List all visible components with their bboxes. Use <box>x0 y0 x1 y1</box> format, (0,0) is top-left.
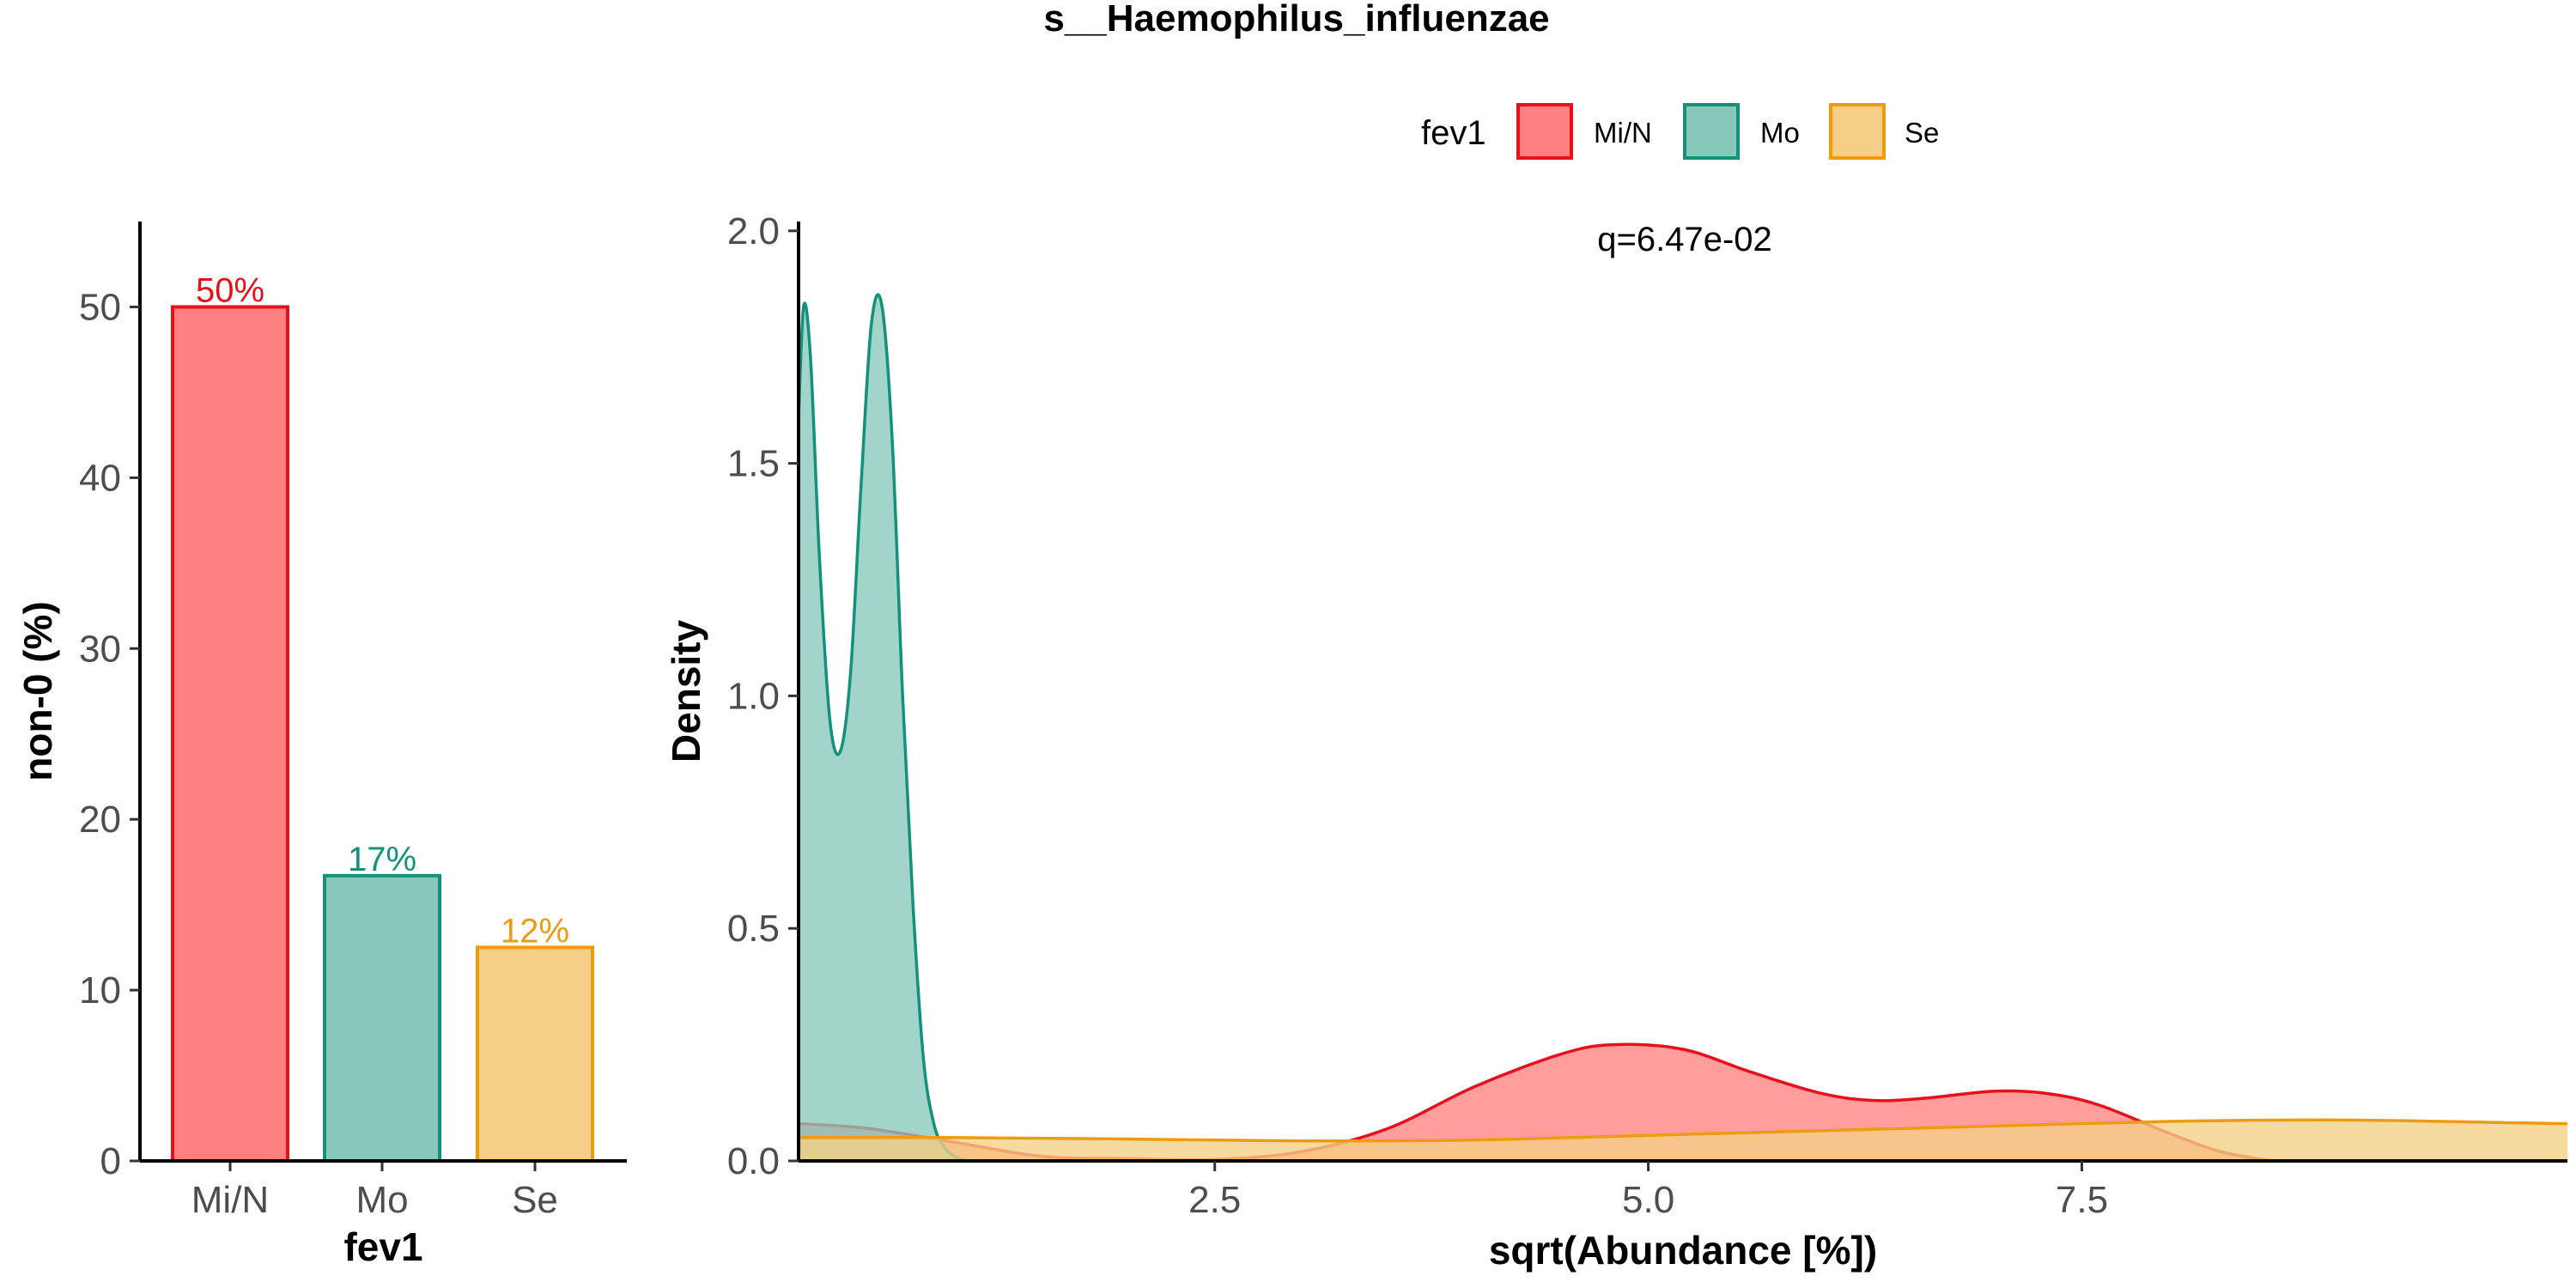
bar-se <box>476 945 594 1163</box>
legend-label-se: Se <box>1905 117 1939 149</box>
legend: fev1 Mi/N Mo Se <box>1421 103 1939 160</box>
y-tick-label: 1.0 <box>727 675 780 717</box>
legend-swatch-se <box>1829 103 1886 160</box>
x-tick-label: 5.0 <box>1622 1179 1674 1221</box>
y-tick-label: 1.5 <box>727 443 780 485</box>
bar-data-label: 50% <box>196 271 264 309</box>
x-axis-title: fev1 <box>343 1224 422 1269</box>
x-tick-label: Mo <box>355 1179 408 1221</box>
legend-label-min: Mi/N <box>1594 117 1652 149</box>
y-tick-label: 0.5 <box>727 908 780 950</box>
bar-mo <box>323 873 441 1163</box>
density-line-se <box>799 1118 2567 1143</box>
y-tick-label: 20 <box>79 799 121 841</box>
density-area-se <box>799 1120 2567 1161</box>
x-axis-title: sqrt(Abundance [%]) <box>1489 1228 1877 1273</box>
y-tick-label: 10 <box>79 969 121 1012</box>
y-tick-label: 40 <box>79 457 121 499</box>
y-tick-label: 0.0 <box>727 1140 780 1182</box>
legend-title: fev1 <box>1421 114 1486 152</box>
y-axis-title: non-0 (%) <box>15 601 60 781</box>
q-value-annotation: q=6.47e-02 <box>1597 221 1772 258</box>
legend-label-mo: Mo <box>1760 117 1800 149</box>
y-tick-label: 50 <box>79 286 121 328</box>
density-area-mo <box>799 295 990 1161</box>
bar-min <box>171 305 289 1163</box>
x-tick-label: 7.5 <box>2056 1179 2108 1221</box>
density-areas <box>799 293 2567 1161</box>
legend-swatch-mo <box>1683 103 1740 160</box>
density-line-mo <box>799 293 990 1161</box>
density-chart-panel: 0.0 0.5 1.0 1.5 2.0 2.5 5.0 7.5 q=6.47e-02 sqrt(A… <box>664 210 2567 1273</box>
y-tick-label: 30 <box>79 628 121 670</box>
x-tick-label: Mi/N <box>191 1179 269 1221</box>
y-axis-title: Density <box>664 620 708 763</box>
bar-data-label: 17% <box>348 841 416 878</box>
y-tick-label: 0 <box>100 1140 121 1182</box>
chart-title: s__Haemophilus_influenzae <box>1043 0 1549 39</box>
x-tick-label: 2.5 <box>1188 1179 1241 1221</box>
y-tick-label: 2.0 <box>727 210 780 252</box>
x-tick-label: Se <box>512 1179 558 1221</box>
legend-swatch-min <box>1516 103 1573 160</box>
bar-data-label: 12% <box>501 912 569 950</box>
bar-chart-panel: 50% Mi/N 17% Mo 12% Se 0 10 20 30 40 50 fev1 non-0 (%… <box>15 222 627 1269</box>
